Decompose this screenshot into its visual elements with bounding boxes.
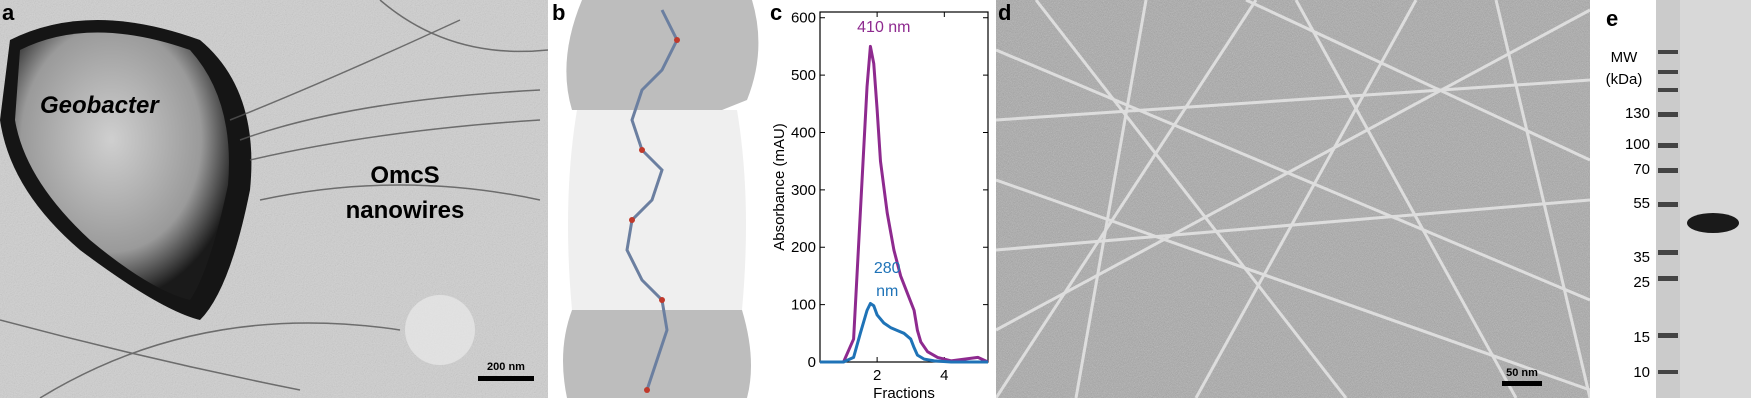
mw-marker-label: 55 bbox=[1633, 195, 1650, 212]
scale-bar bbox=[478, 376, 534, 381]
series-line-1 bbox=[820, 301, 988, 364]
x-tick-label: 4 bbox=[940, 367, 948, 384]
mw-title-line2: (kDa) bbox=[1606, 71, 1643, 88]
panel-a-image: 200 nm Geobacter OmcS nanowires bbox=[0, 0, 548, 398]
mw-marker-label: 35 bbox=[1633, 249, 1650, 266]
panel-label-e: e bbox=[1606, 6, 1618, 31]
geobacter-label: Geobacter bbox=[40, 92, 160, 119]
scale-bar-label: 200 nm bbox=[487, 361, 525, 373]
panel-e-image: e MW (kDa) 130 100 70 55 35 25 15 10 bbox=[1606, 0, 1751, 398]
panel-e: e MW (kDa) 130 100 70 55 35 25 15 10 bbox=[1590, 0, 1751, 398]
panel-a: 200 nm Geobacter OmcS nanowires a bbox=[0, 0, 548, 398]
x-axis-label: Fractions bbox=[873, 385, 935, 398]
panel-b: b bbox=[552, 0, 770, 398]
scale-bar bbox=[1502, 381, 1542, 386]
mw-marker-label: 10 bbox=[1633, 364, 1650, 381]
y-tick-label: 200 bbox=[791, 239, 816, 256]
y-tick-label: 100 bbox=[791, 297, 816, 314]
series-label-410: 410 nm bbox=[857, 19, 910, 36]
panel-d: 50 nm d bbox=[996, 0, 1590, 398]
mw-marker-label: 130 bbox=[1625, 105, 1650, 122]
panel-label-d: d bbox=[998, 0, 1012, 25]
plot-frame bbox=[819, 11, 989, 363]
y-tick-label: 400 bbox=[791, 124, 816, 141]
y-axis-label: Absorbance (mAU) bbox=[771, 123, 788, 251]
x-tick-label: 2 bbox=[873, 367, 881, 384]
mw-marker-label: 100 bbox=[1625, 136, 1650, 153]
panel-label-c: c bbox=[770, 0, 783, 25]
mw-markers: 130 100 70 55 35 25 15 10 bbox=[1625, 105, 1650, 381]
y-axis: 0 100 200 300 400 500 600 bbox=[791, 10, 988, 371]
mw-marker-label: 15 bbox=[1633, 329, 1650, 346]
omcs-label: OmcS bbox=[370, 162, 439, 189]
panel-b-image bbox=[563, 0, 759, 398]
y-tick-label: 300 bbox=[791, 182, 816, 199]
series-lines bbox=[820, 44, 989, 364]
y-tick-label: 0 bbox=[808, 354, 816, 371]
panel-label-a: a bbox=[2, 0, 15, 25]
mw-marker-label: 70 bbox=[1633, 161, 1650, 178]
y-tick-label: 600 bbox=[791, 10, 816, 27]
series-label-280-line2: nm bbox=[876, 283, 898, 300]
mw-marker-label: 25 bbox=[1633, 274, 1650, 291]
panel-label-b: b bbox=[552, 0, 566, 25]
panel-d-image: 50 nm bbox=[996, 0, 1590, 398]
series-line-0 bbox=[820, 44, 989, 364]
series-label-280-line1: 280 bbox=[874, 260, 901, 277]
mw-title-line1: MW bbox=[1611, 49, 1638, 66]
nanowires-label: nanowires bbox=[346, 197, 465, 224]
y-tick-label: 500 bbox=[791, 67, 816, 84]
scale-bar-label: 50 nm bbox=[1506, 367, 1538, 379]
